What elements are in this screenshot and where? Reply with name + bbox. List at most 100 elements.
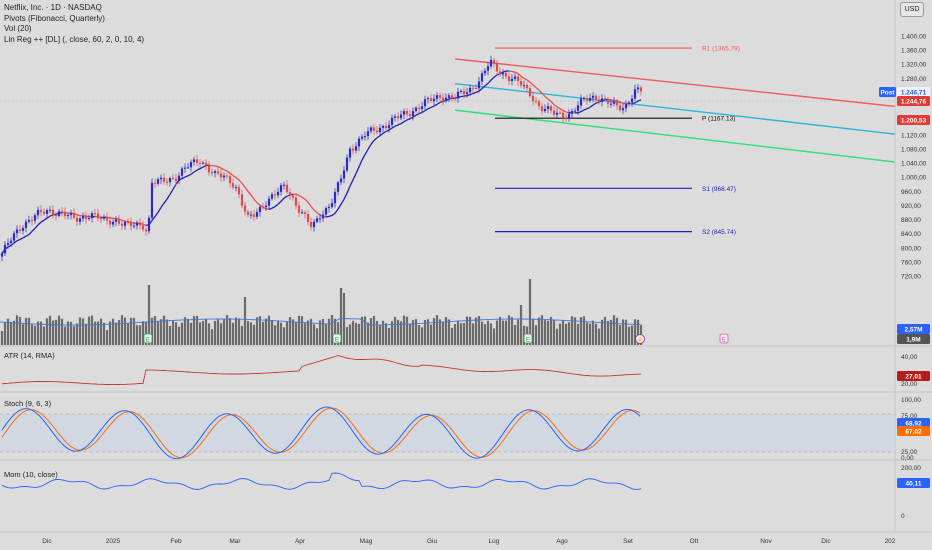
candle-body — [252, 214, 256, 217]
ma-segment — [412, 114, 417, 118]
post-label-badge-text: Post — [880, 90, 895, 97]
volume-bar — [321, 318, 325, 345]
candle-body — [618, 105, 622, 111]
chart-header: Netflix, Inc. · 1D · NASDAQ Pivots (Fibo… — [4, 3, 144, 45]
candle-body — [159, 177, 163, 180]
atr-line — [1, 355, 642, 386]
volume-bar — [489, 323, 493, 345]
indicator-pivots-label[interactable]: Pivots (Fibonacci, Quarterly) — [4, 13, 105, 23]
volume-bar — [468, 316, 472, 345]
candle-body — [222, 175, 226, 178]
atr-pane-label[interactable]: ATR (14, RMA) — [4, 351, 55, 360]
ma-segment — [190, 171, 195, 175]
ma-segment — [397, 123, 402, 126]
volume-bar — [396, 319, 400, 345]
volume-bar — [555, 328, 559, 345]
ma-segment — [538, 89, 543, 94]
candle-body — [237, 187, 241, 195]
volume-bar — [219, 323, 223, 345]
candle-body — [468, 87, 472, 93]
candle-body — [402, 111, 406, 115]
candle-body — [306, 214, 310, 222]
candle-body — [255, 212, 259, 217]
candle-body — [390, 117, 394, 125]
candle-body — [90, 213, 94, 219]
volume-bar — [594, 323, 598, 345]
candle-body — [207, 165, 211, 173]
volume-bar — [519, 305, 523, 345]
indicator-volume-label[interactable]: Vol (20) — [4, 24, 32, 33]
stochastic-lines — [1, 406, 641, 460]
price-badges: Post 1.246,71 1.244,76 1.200,53 2,57M 1,9M 27,… — [879, 87, 930, 488]
ma-segment — [280, 197, 285, 202]
ma-segment — [355, 166, 360, 174]
volume-bar — [84, 323, 88, 345]
volume-bar — [456, 320, 460, 345]
ma-segment — [379, 132, 384, 137]
volume-bar — [624, 319, 628, 345]
ma-segment — [37, 221, 42, 226]
volume-bar — [366, 322, 370, 345]
candle-body — [180, 168, 184, 176]
volume-bar — [297, 315, 301, 345]
mom-pane-label[interactable]: Mom (10, close) — [4, 470, 58, 479]
volume-bar — [276, 320, 280, 345]
candle-body — [549, 106, 553, 111]
ma-segment — [163, 198, 168, 204]
candle-body — [447, 95, 451, 98]
ma-segment — [184, 175, 189, 178]
volume-bar — [36, 321, 40, 345]
ma-segment — [271, 206, 276, 209]
symbol-title[interactable]: Netflix, Inc. · 1D · NASDAQ — [4, 3, 102, 12]
volume-bar — [192, 316, 196, 345]
ma-segment — [10, 242, 15, 246]
candle-body — [624, 104, 628, 109]
ma-segment — [226, 170, 231, 174]
ma-segment — [331, 212, 336, 216]
future-earnings-marker — [719, 333, 729, 344]
candle-body — [135, 222, 139, 226]
candle-body — [564, 117, 568, 119]
volume-bar — [3, 322, 7, 345]
volume-bar — [186, 318, 190, 345]
ma-segment — [127, 220, 132, 223]
volume-bar — [378, 324, 382, 345]
volume-bar — [399, 321, 403, 345]
stoch-pane-label[interactable]: Stoch (9, 6, 3) — [4, 399, 52, 408]
volume-bar — [384, 323, 388, 345]
candle-body — [174, 178, 178, 181]
candle-body — [105, 216, 109, 221]
volume-bar — [564, 323, 568, 345]
earnings-marker — [143, 333, 153, 344]
time-tick-label: Lug — [489, 538, 500, 545]
volume-bar — [0, 331, 4, 345]
candle-body — [330, 203, 334, 208]
candle-body — [360, 136, 364, 139]
price-tick-label: 1.000,00 — [901, 175, 927, 182]
candle-body — [234, 187, 238, 189]
candle-body — [138, 222, 142, 226]
stoch-tick-label: 0,00 — [901, 455, 914, 462]
atr-value-badge — [897, 371, 930, 381]
volume-bar — [120, 315, 124, 345]
candle-body — [363, 136, 367, 138]
currency-button[interactable]: USD — [900, 2, 924, 17]
volume-bar — [126, 323, 130, 345]
ma-segment — [547, 98, 552, 102]
time-tick-label: Nov — [760, 538, 772, 545]
ma-segment — [328, 214, 333, 217]
volume-last-badge — [897, 334, 930, 344]
volume-bar — [417, 325, 421, 345]
indicator-linreg-label[interactable]: Lin Reg ++ [DL] (, close, 60, 2, 0, 10, … — [4, 34, 145, 44]
candlesticks — [0, 55, 643, 262]
volume-bar — [387, 327, 391, 345]
stoch-tick-label: 75,00 — [901, 413, 918, 420]
volume-bar — [135, 325, 139, 345]
ma-segment — [364, 149, 369, 155]
candle-body — [168, 178, 172, 183]
volume-bar — [165, 319, 169, 345]
candle-body — [93, 213, 97, 215]
ma-segment — [535, 86, 540, 91]
candle-body — [555, 112, 559, 115]
